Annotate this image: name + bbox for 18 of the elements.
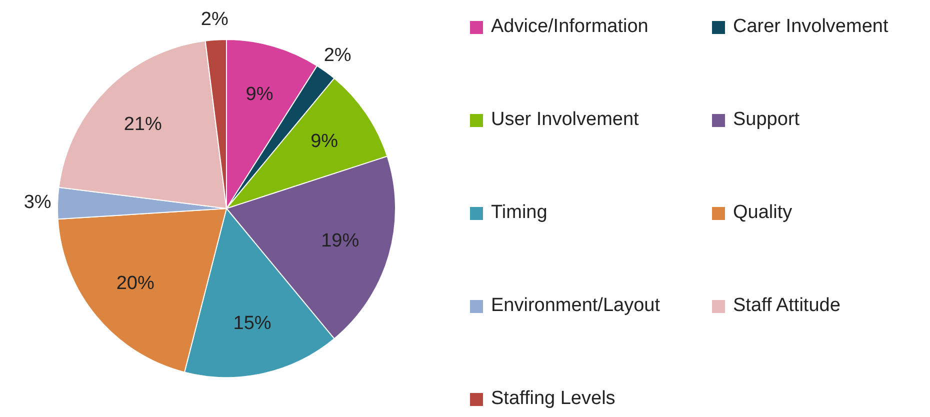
legend-label: Staff Attitude <box>733 294 840 318</box>
legend-label: User Involvement <box>491 108 639 132</box>
legend-label: Timing <box>491 201 548 225</box>
data-label: 3% <box>24 192 52 213</box>
data-label: 20% <box>116 273 154 294</box>
data-label: 9% <box>310 131 338 152</box>
legend-label: Advice/Information <box>491 15 648 39</box>
legend-label: Quality <box>733 201 792 225</box>
data-label: 15% <box>233 313 272 334</box>
legend-label: Carer Involvement <box>733 15 888 39</box>
legend-label: Support <box>733 108 800 132</box>
data-label: 2% <box>324 44 352 66</box>
data-label: 21% <box>124 114 162 136</box>
legend-label: Staffing Levels <box>491 387 616 411</box>
data-label: 19% <box>321 230 360 252</box>
data-label: 2% <box>200 9 228 30</box>
legend-label: Environment/Layout <box>491 294 660 318</box>
data-label: 9% <box>246 84 274 106</box>
